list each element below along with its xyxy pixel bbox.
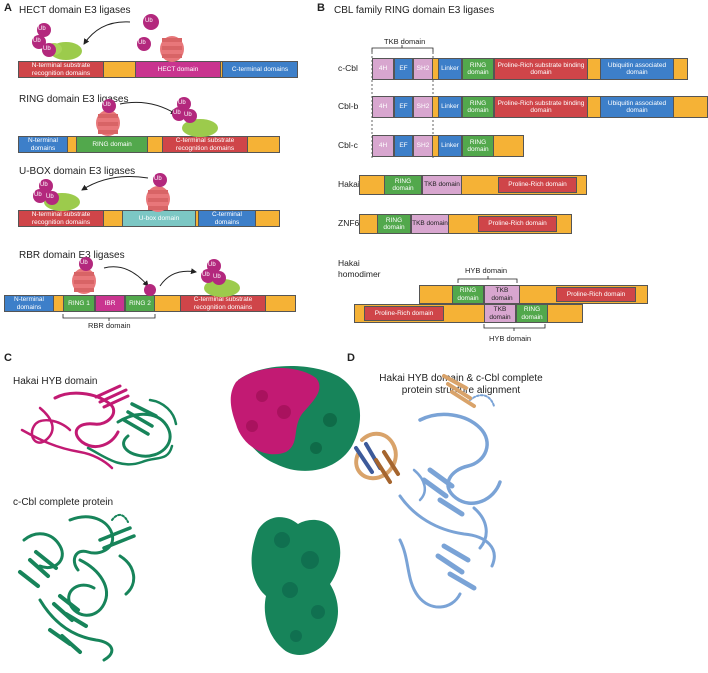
ub-label: Ub — [40, 182, 48, 188]
rbr-ibr-domain: IBR — [95, 295, 125, 312]
cblb-ring: RING domain — [462, 96, 494, 118]
ub-label: Ub — [208, 262, 216, 268]
hakai-hyb-cartoon — [20, 384, 178, 470]
ccbl-cartoon — [18, 514, 136, 662]
tkb-bracket-label: TKB domain — [384, 37, 426, 46]
dimer-top-tkb: TKB domain — [484, 285, 520, 304]
znf645-name: ZNF645 — [338, 218, 369, 228]
ub-label: Ub — [33, 38, 41, 44]
ubox-title: U-BOX domain E3 ligases — [19, 166, 136, 177]
cblb-sh2: SH2 — [413, 96, 433, 118]
ub-label: Ub — [145, 18, 153, 24]
rbr-ring1-domain: RING 1 — [63, 295, 95, 312]
cblc-ef: EF — [394, 135, 413, 157]
hect-cterm-domain: C-terminal domains — [222, 61, 298, 78]
ub-label: Ub — [213, 274, 221, 280]
hect-ub-chain — [32, 14, 159, 57]
panel-b-letter: B — [317, 2, 325, 14]
cblb-ef: EF — [394, 96, 413, 118]
rbr-ring2-domain: RING 2 — [125, 295, 155, 312]
ub-label: Ub — [34, 192, 42, 198]
ring-cterm-domain: C-terminal substrate recognition domains — [162, 136, 248, 153]
hyb-top-label: HYB domain — [465, 266, 508, 275]
hakai-hyb-surface — [230, 365, 361, 471]
alignment-cartoon — [354, 374, 502, 609]
cblb-4h: 4H — [372, 96, 394, 118]
dimer-top-proline: Proline-Rich domain — [556, 287, 636, 302]
hakai-ring: RING domain — [384, 175, 422, 195]
znf645-proline: Proline-Rich domain — [478, 216, 557, 232]
hect-hect-domain: HECT domain — [135, 61, 221, 78]
ccbl-surface — [251, 517, 341, 655]
ring-nterm-domain: N-terminal domains — [18, 136, 68, 153]
ccbl-sh2: SH2 — [413, 58, 433, 80]
ubox-nterm-domain: N-terminal substrate recognition domains — [18, 210, 104, 227]
dimer-bottom-ring: RING domain — [516, 304, 548, 323]
ccbl-4h: 4H — [372, 58, 394, 80]
dimer-bottom-proline: Proline-Rich domain — [364, 306, 444, 321]
cblc-ring: RING domain — [462, 135, 494, 157]
ccbl-proline: Proline-Rich substrate binding domain — [494, 58, 588, 80]
ccbl-ring: RING domain — [462, 58, 494, 80]
hect-nterm-domain: N-terminal substrate recognition domains — [18, 61, 104, 78]
ub-label: Ub — [178, 100, 186, 106]
ub-label: Ub — [43, 46, 51, 52]
cblb-uba: Ubiquitin associated domain — [600, 96, 674, 118]
ubox-ligase — [146, 186, 170, 212]
panel-c-letter: C — [4, 352, 12, 364]
cblb-proline: Proline-Rich substrate binding domain — [494, 96, 588, 118]
ring-ring-domain: RING domain — [76, 136, 148, 153]
ub-label: Ub — [184, 112, 192, 118]
panel-d-letter: D — [347, 352, 355, 364]
ring-ligase — [96, 110, 120, 136]
ub-label: Ub — [46, 194, 54, 200]
ub-label: Ub — [103, 102, 111, 108]
panel-b-title: CBL family RING domain E3 ligases — [334, 5, 495, 16]
cblc-4h: 4H — [372, 135, 394, 157]
hect-title: HECT domain E3 ligases — [19, 5, 131, 16]
znf645-ring: RING domain — [377, 214, 411, 234]
panel-d-title: Hakai HYB domain & c-Cbl complete protei… — [379, 373, 543, 396]
ubox-ubox-domain: U-box domain — [122, 210, 196, 227]
ub-label: Ub — [202, 272, 210, 278]
cblc-linker: Linker — [438, 135, 462, 157]
cblc-name: Cbl-c — [338, 140, 358, 150]
hect-substrate — [46, 42, 82, 60]
ccbl-complete-title: c-Cbl complete protein — [13, 497, 114, 508]
rbr-ligase — [72, 268, 96, 294]
ubox-ub-chain — [33, 173, 167, 205]
dimer-bottom-tkb: TKB domain — [484, 304, 516, 323]
ccbl-linker: Linker — [438, 58, 462, 80]
ub-label: Ub — [173, 110, 181, 116]
ub-label: Ub — [154, 176, 162, 182]
rbr-nterm-domain: N-terminal domains — [4, 295, 54, 312]
ring-substrate — [182, 119, 218, 137]
ccbl-ef: EF — [394, 58, 413, 80]
rbr-title: RBR domain E3 ligases — [19, 250, 125, 261]
ub-label: Ub — [80, 260, 88, 266]
znf645-tkb: TKB domain — [411, 214, 449, 234]
panel-a-letter: A — [4, 2, 12, 14]
ring-title: RING domain E3 ligases — [19, 94, 129, 105]
hakai-hyb-title: Hakai HYB domain — [13, 376, 98, 387]
cblb-linker: Linker — [438, 96, 462, 118]
hakai-proline: Proline-Rich domain — [498, 177, 577, 193]
rbr-bracket-label: RBR domain — [88, 321, 131, 330]
ub-label: Ub — [38, 26, 46, 32]
ccbl-name: c-Cbl — [338, 63, 358, 73]
ccbl-uba: Ubiquitin associated domain — [600, 58, 674, 80]
dimer-top-ring: RING domain — [452, 285, 484, 304]
hakai-name: Hakai — [338, 179, 360, 189]
hakai-tkb: TKB domain — [422, 175, 462, 195]
cblc-sh2: SH2 — [413, 135, 433, 157]
ub-label: Ub — [138, 40, 146, 46]
rbr-cterm-domain: C-terminal substrate recognition domains — [180, 295, 266, 312]
cblb-name: Cbl-b — [338, 101, 359, 111]
homodimer-name: Hakai homodimer — [338, 258, 381, 279]
hect-ligase — [160, 36, 184, 62]
ubox-cterm-domain: C-terminal domains — [198, 210, 256, 227]
hyb-bottom-label: HYB domain — [489, 334, 532, 343]
